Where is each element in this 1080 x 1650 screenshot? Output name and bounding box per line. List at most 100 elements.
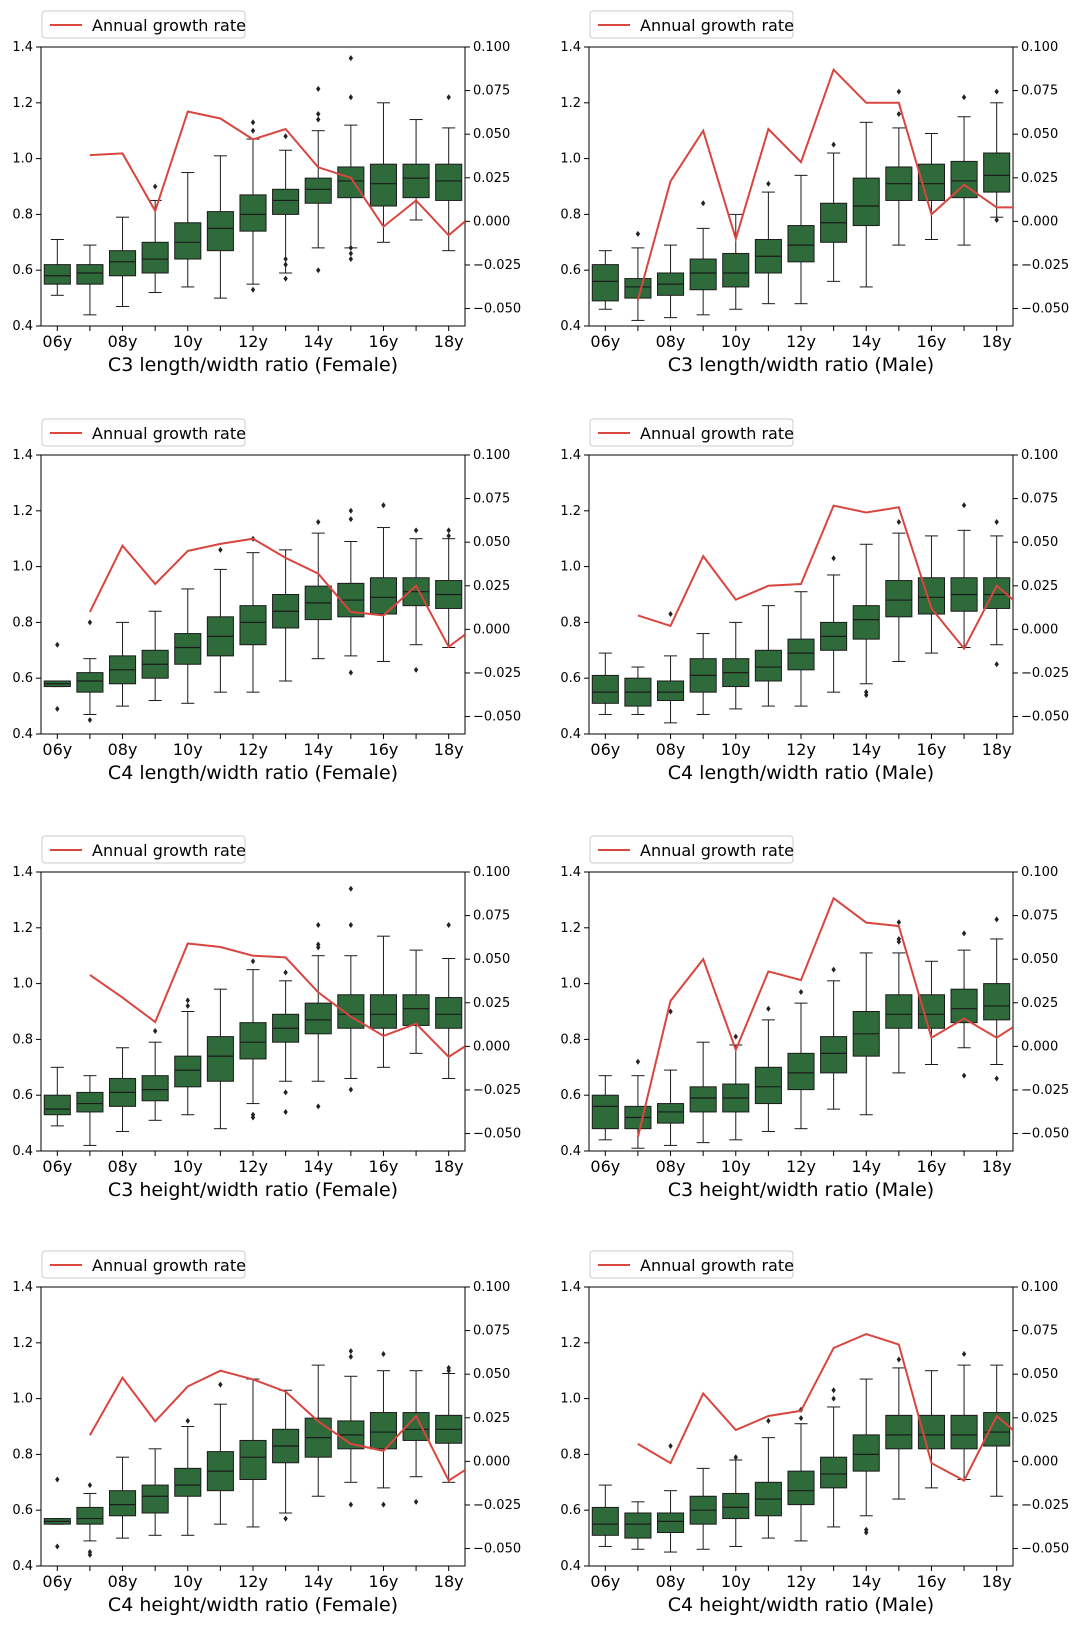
box-iqr — [917, 994, 946, 1029]
chart-panel-c3-height-width-male: 0.4 0.6 0.8 1.0 1.2 1.4 −0.050 −0.025 0.000 0.025… — [560, 835, 1069, 1201]
outlier-point — [283, 275, 288, 282]
box-iqr — [206, 211, 234, 252]
left-tick-label: 1.2 — [12, 96, 33, 111]
legend-label: Annual growth rate — [92, 1256, 246, 1275]
box-iqr — [591, 674, 619, 704]
outlier-point — [668, 1443, 673, 1450]
right-tick-label: 0.075 — [1021, 1324, 1058, 1339]
left-tick-label: 0.6 — [560, 671, 581, 686]
x-tick-label: 18y — [434, 1572, 464, 1591]
right-tick-label: −0.025 — [473, 1498, 521, 1513]
left-tick-label: 1.0 — [560, 977, 581, 992]
box-iqr — [950, 988, 978, 1024]
left-tick-label: 1.2 — [12, 504, 33, 519]
growth-rate-line — [636, 896, 1013, 1138]
left-tick-label: 0.6 — [560, 1503, 581, 1518]
box-iqr — [206, 1036, 234, 1082]
x-tick-label: 08y — [656, 1157, 686, 1176]
legend-box — [589, 835, 794, 864]
x-tick-label: 06y — [590, 332, 620, 351]
left-tick-label: 1.4 — [12, 40, 33, 55]
right-tick-label: 0.050 — [473, 1367, 510, 1382]
right-tick-label: 0.100 — [473, 1280, 510, 1295]
x-tick-label: 14y — [303, 1572, 333, 1591]
box-iqr — [43, 264, 71, 285]
outlier-point — [87, 717, 93, 724]
right-tick-label: −0.050 — [1021, 1542, 1069, 1557]
right-tick-label: 0.025 — [473, 579, 510, 594]
outlier-point — [283, 133, 288, 140]
left-tick-label: 0.4 — [12, 1144, 33, 1159]
right-tick-label: 0.000 — [1021, 622, 1058, 637]
x-tick-label: 10y — [173, 1157, 203, 1176]
outlier-point — [348, 922, 354, 929]
box-iqr — [591, 1506, 619, 1536]
legend-label: Annual growth rate — [92, 841, 246, 860]
box-iqr — [656, 1512, 685, 1534]
outlier-point — [994, 661, 999, 668]
boxplot-group — [591, 88, 1011, 321]
right-tick-label: 0.000 — [473, 1454, 510, 1469]
outlier-point — [994, 518, 999, 525]
x-tick-label: 14y — [851, 1157, 881, 1176]
x-tick-label: 12y — [786, 332, 816, 351]
outlier-point — [316, 267, 321, 274]
x-tick-label: 16y — [917, 740, 947, 759]
legend: Annual growth rate — [589, 1250, 794, 1279]
legend-label: Annual growth rate — [640, 424, 794, 443]
right-tick-label: −0.050 — [1021, 710, 1069, 725]
x-tick-label: 08y — [656, 1572, 686, 1591]
growth-rate-line — [636, 67, 1013, 301]
chart-panel-c3-length-width-male: 0.4 0.6 0.8 1.0 1.2 1.4 −0.050 −0.025 0.000 0.025… — [560, 10, 1069, 376]
right-tick-label: 0.100 — [1021, 40, 1058, 55]
chart-caption: C4 height/width ratio (Female) — [108, 1594, 398, 1616]
right-tick-label: 0.050 — [1021, 952, 1058, 967]
right-tick-label: −0.025 — [1021, 258, 1069, 273]
legend: Annual growth rate — [589, 835, 794, 864]
right-tick-label: 0.075 — [473, 909, 510, 924]
left-tick-label: 1.2 — [560, 1336, 581, 1351]
legend-box — [41, 10, 246, 39]
x-tick-label: 10y — [173, 1572, 203, 1591]
box-iqr — [885, 994, 913, 1029]
outlier-point — [896, 1356, 902, 1363]
legend: Annual growth rate — [589, 10, 794, 39]
outlier-point — [283, 1515, 288, 1522]
left-tick-label: 1.4 — [560, 40, 581, 55]
box-iqr — [885, 580, 913, 618]
x-tick-label: 12y — [238, 1157, 268, 1176]
outlier-point — [831, 555, 836, 562]
x-tick-label: 12y — [238, 332, 268, 351]
box-iqr — [689, 1086, 717, 1113]
box-iqr — [787, 225, 815, 263]
outlier-point — [348, 55, 354, 62]
x-tick-label: 12y — [786, 1572, 816, 1591]
left-tick-label: 0.6 — [560, 1088, 581, 1103]
left-tick-label: 1.0 — [560, 1392, 581, 1407]
x-tick-label: 18y — [982, 1157, 1012, 1176]
box-iqr — [950, 1414, 978, 1450]
outlier-point — [152, 1028, 158, 1035]
outlier-point — [994, 1075, 999, 1082]
left-tick-label: 1.0 — [12, 1392, 33, 1407]
outlier-point — [348, 885, 354, 892]
outlier-point — [446, 1364, 451, 1371]
right-tick-label: −0.025 — [473, 258, 521, 273]
outlier-point — [961, 94, 967, 101]
x-tick-label: 18y — [982, 332, 1012, 351]
box-iqr — [43, 1094, 71, 1116]
box-iqr — [591, 1094, 619, 1130]
outlier-point — [635, 230, 641, 237]
box-iqr — [239, 1439, 267, 1481]
legend-label: Annual growth rate — [640, 16, 794, 35]
box-iqr — [239, 194, 267, 232]
x-tick-label: 18y — [982, 740, 1012, 759]
x-tick-label: 08y — [656, 332, 686, 351]
left-tick-label: 0.6 — [12, 671, 33, 686]
x-tick-label: 18y — [982, 1572, 1012, 1591]
outlier-point — [316, 922, 321, 929]
outlier-point — [87, 619, 93, 626]
box-iqr — [402, 994, 430, 1026]
outlier-point — [961, 502, 967, 509]
legend: Annual growth rate — [589, 418, 794, 447]
